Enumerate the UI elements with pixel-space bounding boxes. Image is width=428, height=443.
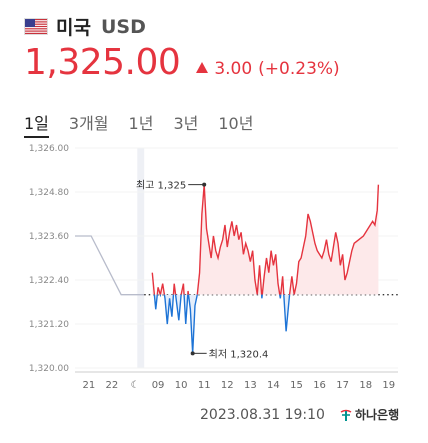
exchange-rate-chart[interactable]: 1,326.00 1,324.80 1,323.60 1,322.40 1,321.20… — [0, 138, 428, 396]
x-tick-label: ☾ — [131, 380, 140, 391]
change-value: 3.00 — [214, 59, 253, 79]
area-above-close — [152, 184, 379, 295]
x-tick-label: 18 — [359, 380, 372, 391]
bank-name: 하나은행 — [354, 408, 400, 422]
y-tick-label: 1,326.00 — [29, 144, 69, 154]
timestamp: 2023.08.31 19:10 — [200, 406, 325, 423]
low-marker-dot — [190, 351, 195, 356]
x-tick-label: 10 — [175, 380, 188, 391]
x-tick-label: 12 — [221, 380, 234, 391]
x-tick-label: 14 — [267, 380, 280, 391]
x-tick-label: 11 — [198, 380, 211, 391]
footer: 2023.08.31 19:10 하나은행 — [200, 406, 399, 423]
price-line-down — [153, 294, 295, 354]
night-session-shade — [137, 148, 145, 368]
y-tick-label: 1,322.40 — [29, 276, 69, 286]
high-label: 최고 1,325 — [136, 180, 186, 192]
tab-3y[interactable]: 3년 — [173, 114, 199, 133]
x-tick-label: 21 — [82, 380, 95, 391]
high-marker-dot — [202, 182, 207, 187]
change-percent: (+0.23%) — [258, 59, 340, 79]
x-tick-label: 17 — [336, 380, 349, 391]
tab-3m[interactable]: 3개월 — [68, 114, 109, 133]
x-tick-label: 13 — [244, 380, 257, 391]
previous-session-line — [75, 235, 145, 296]
price-line-up — [151, 184, 380, 295]
tab-1d[interactable]: 1일 — [24, 110, 49, 138]
x-tick-label: 19 — [382, 380, 395, 391]
price-change: 3.00 (+0.23%) — [196, 59, 340, 79]
low-label: 최저 1,320.4 — [209, 348, 269, 360]
tab-10y[interactable]: 10년 — [218, 114, 254, 133]
tab-1y[interactable]: 1년 — [128, 114, 154, 133]
x-tick-label: 15 — [290, 380, 303, 391]
hana-bank-logo-icon — [340, 409, 352, 421]
x-tick-label: 22 — [106, 380, 119, 391]
bank-brand: 하나은행 — [339, 406, 399, 423]
currency-code: USD — [100, 15, 146, 38]
x-tick-label: 09 — [152, 380, 165, 391]
period-tabs: 1일 3개월 1년 3년 10년 — [24, 110, 273, 138]
y-tick-label: 1,321.20 — [29, 320, 69, 330]
current-price: 1,325.00 — [24, 42, 181, 83]
currency-header: 미국 USD — [24, 13, 146, 40]
us-flag-icon — [24, 18, 48, 35]
y-tick-label: 1,320.00 — [29, 364, 69, 374]
y-tick-label: 1,323.60 — [29, 232, 69, 242]
quote-row: 1,325.00 3.00 (+0.23%) — [24, 42, 340, 83]
country-name: 미국 — [56, 17, 91, 39]
triangle-up-icon — [196, 62, 209, 73]
x-tick-label: 16 — [313, 380, 326, 391]
y-tick-label: 1,324.80 — [29, 188, 69, 198]
